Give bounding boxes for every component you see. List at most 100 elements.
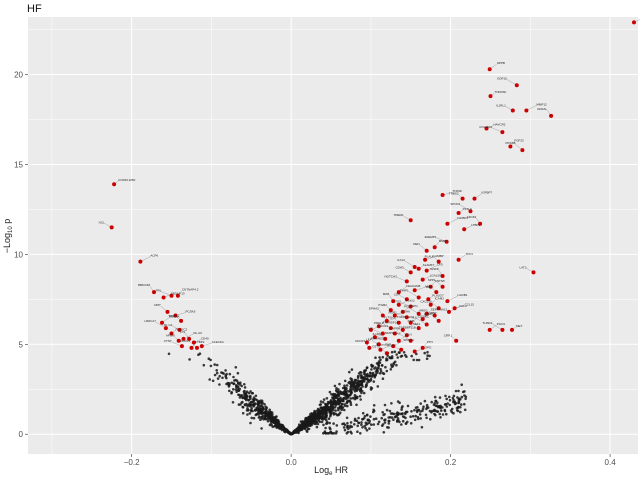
point-label: PLIN1 (497, 322, 506, 326)
background-point (415, 409, 419, 412)
point-label: RBM.DM (138, 283, 151, 287)
background-point (238, 383, 242, 386)
background-point (378, 356, 381, 359)
background-point (308, 415, 311, 419)
background-point (338, 382, 341, 386)
background-point (345, 384, 349, 387)
point-label: LY9 (180, 330, 185, 334)
background-point (350, 378, 354, 381)
background-point (346, 393, 349, 397)
significant-point (488, 94, 493, 99)
point-label: LTBP2 (196, 340, 205, 344)
background-point (242, 390, 246, 394)
background-point (254, 413, 258, 417)
background-point (355, 382, 359, 385)
background-point (426, 350, 429, 354)
background-point (375, 362, 379, 365)
point-label: CEACAM8 (406, 284, 421, 288)
point-label: SPP1 (428, 278, 436, 282)
background-point (409, 422, 413, 425)
background-point (221, 376, 224, 380)
significant-point (444, 239, 449, 244)
background-point (343, 428, 347, 432)
significant-point (391, 344, 396, 349)
point-label: NCL (99, 220, 105, 224)
background-point (333, 406, 337, 409)
background-point (464, 397, 467, 401)
significant-point (520, 148, 525, 153)
background-point (241, 411, 245, 415)
significant-point (378, 347, 383, 352)
significant-point (400, 327, 405, 332)
significant-point (176, 338, 181, 343)
background-point (330, 408, 334, 411)
background-point (383, 403, 387, 407)
background-point (341, 399, 345, 403)
point-label: IL18BP (427, 311, 437, 315)
point-label: IGSF8 (430, 267, 439, 271)
point-label: IL1RL1 (496, 104, 506, 108)
background-point (268, 423, 272, 427)
background-point (332, 392, 335, 396)
background-point (305, 430, 309, 433)
point-label: THSD4 (483, 321, 493, 325)
background-point (374, 366, 377, 369)
background-point (369, 379, 373, 382)
background-point (287, 431, 290, 435)
significant-point (487, 327, 492, 332)
background-point (364, 384, 368, 387)
background-point (332, 396, 335, 400)
point-label: TNFRSF (495, 90, 507, 94)
background-point (346, 430, 350, 434)
background-point (363, 414, 367, 418)
point-label: NRP1 (410, 304, 418, 308)
background-point (228, 372, 232, 376)
background-point (202, 363, 206, 367)
point-label: MET (516, 324, 523, 328)
background-point (388, 419, 391, 423)
background-point (327, 432, 331, 435)
background-point (224, 369, 227, 372)
background-point (330, 400, 333, 404)
background-point (337, 388, 340, 391)
background-point (433, 395, 437, 399)
background-point (302, 420, 305, 424)
point-label: VSIG2 (406, 299, 415, 303)
significant-point (384, 351, 389, 356)
background-point (243, 403, 247, 406)
point-label: LAT2 (520, 265, 527, 269)
significant-point (432, 245, 437, 250)
background-point (372, 409, 376, 413)
x-tick-label: −0.2 (124, 458, 140, 467)
background-point (363, 424, 367, 428)
background-point (357, 421, 360, 425)
point-label: FGF23 (514, 139, 524, 143)
significant-point (195, 345, 199, 350)
background-point (370, 368, 373, 371)
point-label: MMP7 (439, 239, 448, 243)
point-label: CHI3L1 (378, 324, 389, 328)
background-point (463, 408, 467, 412)
background-point (331, 432, 334, 435)
background-point (370, 423, 373, 427)
background-point (374, 417, 378, 421)
background-point (227, 385, 231, 388)
background-point (390, 365, 394, 369)
background-point (448, 398, 452, 402)
point-label: TREM1 (394, 213, 404, 217)
point-label: GDF15 (497, 76, 507, 80)
background-point (406, 420, 409, 424)
point-label: PCSK9 (186, 310, 196, 314)
significant-point (380, 331, 385, 336)
background-point (451, 396, 455, 400)
point-label: ACE2 (424, 312, 432, 316)
significant-point (412, 265, 417, 269)
background-point (381, 377, 385, 381)
background-point (356, 424, 360, 428)
background-point (353, 419, 357, 422)
background-point (383, 421, 387, 424)
background-point (209, 364, 213, 368)
background-point (317, 412, 320, 416)
background-point (252, 396, 256, 399)
background-point (434, 399, 438, 403)
